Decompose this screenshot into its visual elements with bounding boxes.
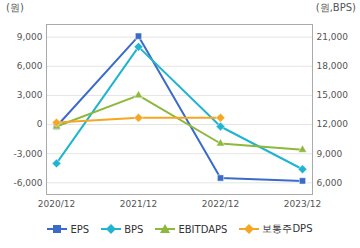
svg-text:2022/12: 2022/12 <box>202 199 239 209</box>
svg-text:6,000: 6,000 <box>317 178 343 188</box>
svg-text:21,000: 21,000 <box>317 32 349 42</box>
svg-text:-6,000: -6,000 <box>13 178 42 188</box>
svg-text:0: 0 <box>37 119 43 129</box>
svg-text:2023/12: 2023/12 <box>284 199 321 209</box>
svg-text:3,000: 3,000 <box>17 90 43 100</box>
html-text:(원): (원) <box>6 2 24 13</box>
svg-text:9,000: 9,000 <box>317 149 343 159</box>
html-text:(원,BPS): (원,BPS) <box>315 2 356 13</box>
svg-text:6,000: 6,000 <box>17 61 43 71</box>
svg-text:18,000: 18,000 <box>317 61 349 71</box>
svg-text:15,000: 15,000 <box>317 90 349 100</box>
svg-text:12,000: 12,000 <box>317 119 349 129</box>
html-text:EPS: EPS <box>70 223 90 235</box>
svg-text:2021/12: 2021/12 <box>120 199 157 209</box>
svg-text:9,000: 9,000 <box>17 32 43 42</box>
html-text:EBITDAPS: EBITDAPS <box>178 223 228 235</box>
html-text:보통주DPS: 보통주DPS <box>262 223 313 234</box>
html-text:BPS: BPS <box>124 223 144 235</box>
svg-text:2020/12: 2020/12 <box>38 199 75 209</box>
svg-text:-3,000: -3,000 <box>13 149 42 159</box>
